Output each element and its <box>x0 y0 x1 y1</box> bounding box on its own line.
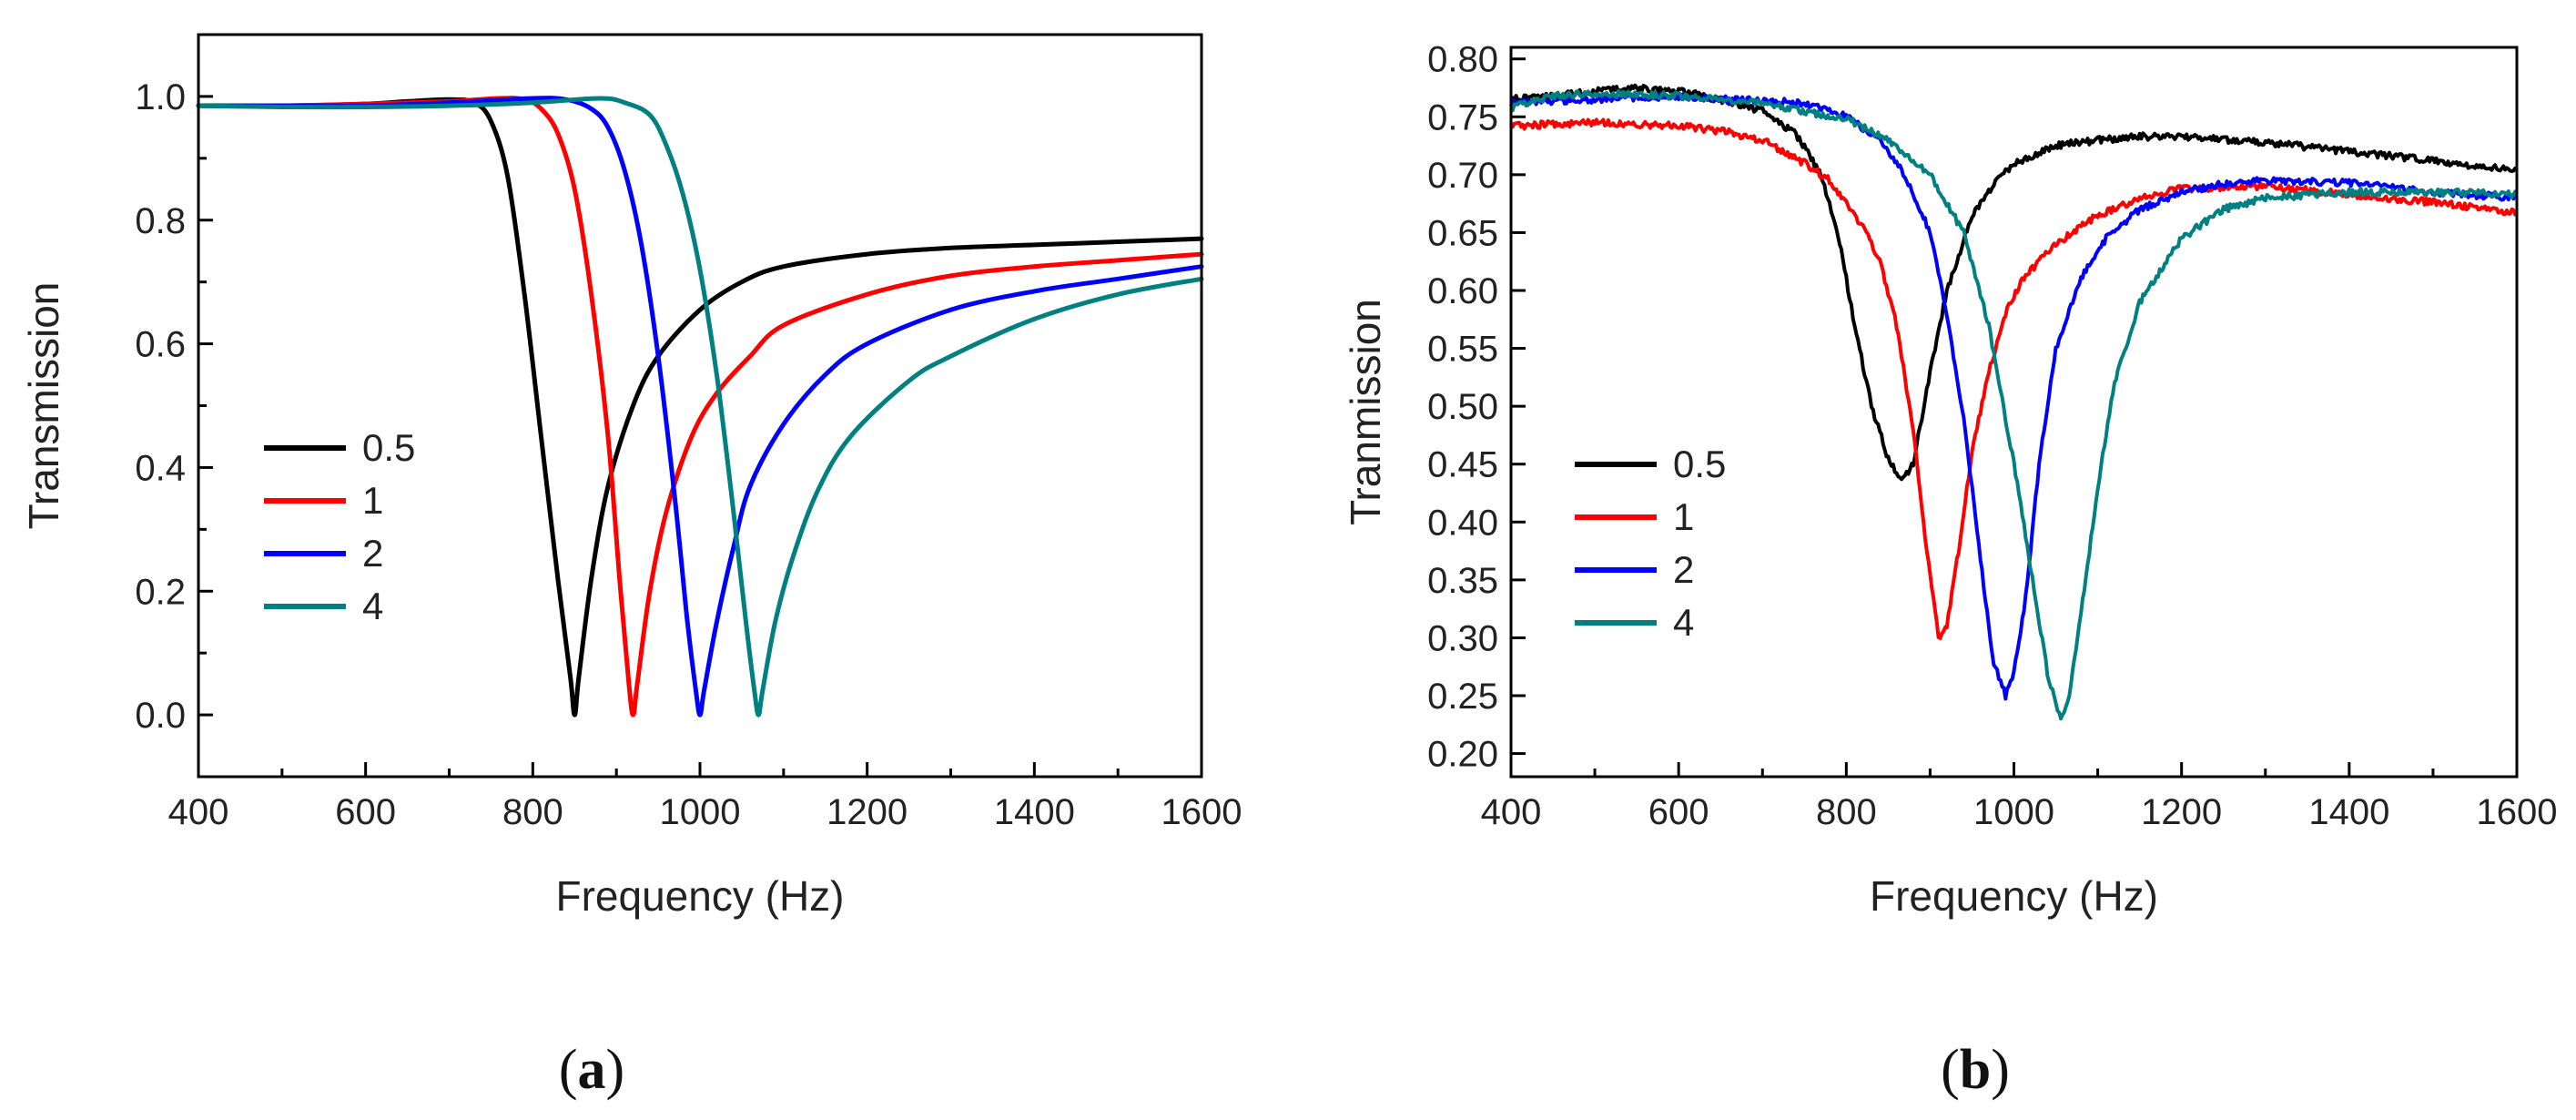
panel-label-b-letter: b <box>1960 1039 1991 1101</box>
x-tick-label-b: 1200 <box>2141 792 2222 832</box>
series-line-a-4 <box>196 96 1204 718</box>
y-tick-label-b: 0.80 <box>1427 40 1498 80</box>
y-tick-label-a: 0.6 <box>135 325 186 365</box>
x-tick-label-a: 800 <box>502 792 563 832</box>
y-tick-label-a: 0.8 <box>135 201 186 241</box>
x-tick-label-a: 400 <box>168 792 229 832</box>
y-tick-label-b: 0.50 <box>1427 387 1498 427</box>
x-tick-label-a: 1600 <box>1161 792 1242 832</box>
x-tick-label-a: 600 <box>335 792 396 832</box>
y-tick-label-a: 0.2 <box>135 572 186 612</box>
legend-label-a-1: 1 <box>362 479 383 522</box>
legend-a: 0.5 1 2 4 <box>264 426 415 627</box>
series-line-a-2 <box>196 96 1204 718</box>
y-tick-label-a: 1.0 <box>135 77 186 117</box>
y-axis-title-b: Tranmission <box>1342 299 1389 525</box>
legend-label-b-2: 2 <box>1673 548 1694 591</box>
panel-label-b-open: ( <box>1941 1039 1960 1101</box>
panel-label-b-close: ) <box>1991 1039 2010 1101</box>
legend-label-a-2: 2 <box>362 532 383 575</box>
y-tick-label-b: 0.70 <box>1427 156 1498 196</box>
series-line-a-0_5 <box>196 97 1204 718</box>
y-tick-label-b: 0.30 <box>1427 618 1498 658</box>
series-line-b-1 <box>1509 117 2519 640</box>
y-tick-label-b: 0.20 <box>1427 735 1498 775</box>
series-line-a-1 <box>196 96 1204 718</box>
x-tick-label-b: 1600 <box>2477 792 2558 832</box>
panel-label-b: (b) <box>1941 1039 2010 1101</box>
legend-label-a-0_5: 0.5 <box>362 426 415 469</box>
x-tick-label-b: 600 <box>1648 792 1709 832</box>
legend-label-b-4: 4 <box>1673 601 1694 644</box>
x-axis-title-a: Frequency (Hz) <box>556 872 845 920</box>
panel-label-a: (a) <box>559 1039 624 1101</box>
series-group-b <box>1509 83 2519 721</box>
x-axis-title-b: Frequency (Hz) <box>1870 872 2158 920</box>
legend-label-b-1: 1 <box>1673 495 1694 538</box>
y-tick-label-b: 0.75 <box>1427 97 1498 137</box>
x-tick-label-b: 800 <box>1816 792 1877 832</box>
x-tick-label-b: 1400 <box>2308 792 2389 832</box>
chart-panel-b: 400 600 800 1000 1200 1400 1600 0.20 0.25 0.30 0.3… <box>1342 40 2557 920</box>
y-tick-label-b: 0.25 <box>1427 677 1498 717</box>
chart-panel-a: 400 600 800 1000 1200 1400 1600 0.0 0.2 0.4 0.6 0.8… <box>20 33 1242 920</box>
plot-frame-a <box>197 33 1203 779</box>
y-axis-title-a: Transmission <box>20 282 67 530</box>
series-line-b-2 <box>1509 91 2518 701</box>
panel-label-a-close: ) <box>606 1039 625 1101</box>
y-tick-label-b: 0.65 <box>1427 213 1498 253</box>
y-tick-label-b: 0.40 <box>1427 503 1498 543</box>
legend-label-a-4: 4 <box>362 585 383 627</box>
y-tick-label-a: 0.4 <box>135 448 186 488</box>
x-tick-label-b: 400 <box>1481 792 1542 832</box>
series-group-a <box>196 96 1204 718</box>
panel-label-a-open: ( <box>559 1039 578 1101</box>
y-tick-label-b: 0.60 <box>1427 271 1498 311</box>
y-tick-label-a: 0.0 <box>135 696 186 736</box>
series-line-b-4 <box>1509 89 2518 721</box>
panel-label-a-letter: a <box>578 1039 606 1101</box>
legend-label-b-0_5: 0.5 <box>1673 443 1726 485</box>
y-tick-label-b: 0.45 <box>1427 445 1498 485</box>
series-line-b-0_5 <box>1510 83 2518 482</box>
legend-b: 0.5 1 2 4 <box>1575 443 1726 644</box>
x-tick-label-a: 1200 <box>827 792 908 832</box>
x-tick-label-a: 1400 <box>994 792 1075 832</box>
x-tick-label-b: 1000 <box>1973 792 2054 832</box>
y-tick-label-b: 0.55 <box>1427 330 1498 370</box>
x-tick-label-a: 1000 <box>660 792 741 832</box>
y-tick-label-b: 0.35 <box>1427 561 1498 601</box>
